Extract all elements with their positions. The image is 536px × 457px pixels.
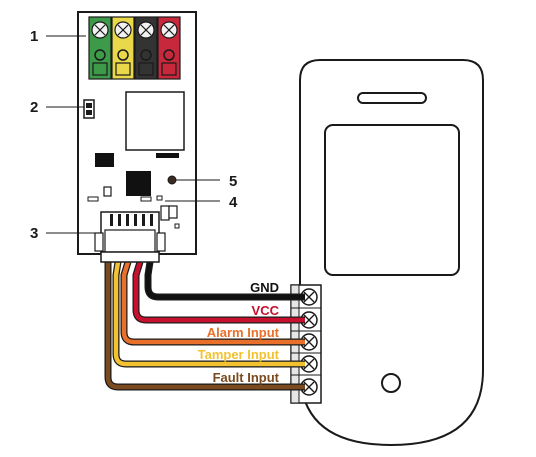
reader-device: [299, 59, 484, 447]
module-terminal-1: [88, 16, 112, 80]
callout-1: 1: [30, 28, 38, 45]
chip-mcu: [126, 171, 151, 196]
terminal-screw-1: [291, 288, 321, 309]
wire-outline-2: [132, 260, 305, 324]
reader-window: [324, 124, 460, 276]
led: [167, 175, 177, 185]
module-terminal-3: [134, 16, 158, 80]
wire-labels: GND VCC Alarm Input Tamper Input Fault Input: [198, 280, 280, 385]
wire-label-3: Alarm Input: [207, 325, 280, 340]
terminal-screw-3: [291, 333, 321, 354]
module-terminal-2: [111, 16, 135, 80]
wire-outline-1: [144, 261, 305, 301]
chip-bar: [156, 153, 179, 158]
chip-square: [125, 91, 185, 151]
wire-harness: [104, 260, 305, 391]
module-terminal-4: [157, 16, 181, 80]
wire-2: [133, 261, 305, 323]
wire-3: [121, 261, 305, 345]
wire-1: [145, 261, 305, 300]
reader-button: [381, 373, 401, 393]
terminal-screw-4: [291, 355, 321, 376]
wire-label-2: VCC: [252, 303, 280, 318]
jumper: [83, 99, 95, 119]
callout-2: 2: [30, 99, 38, 116]
chip-small: [95, 153, 114, 167]
wire-label-4: Tamper Input: [198, 347, 280, 362]
module-board: [77, 11, 197, 263]
terminal-screw-5: [300, 378, 318, 396]
callout-lines: [46, 35, 220, 234]
module-terminal-block: [88, 16, 181, 80]
wire-connector: [94, 211, 166, 263]
callout-5: 5: [229, 173, 237, 190]
reader-indicator-slot: [357, 92, 427, 104]
wire-label-5: Fault Input: [213, 370, 280, 385]
wire-label-1: GND: [250, 280, 279, 295]
wire-5: [105, 262, 305, 390]
wire-4: [113, 261, 305, 367]
callout-4: 4: [229, 194, 238, 211]
callout-3: 3: [30, 225, 38, 242]
